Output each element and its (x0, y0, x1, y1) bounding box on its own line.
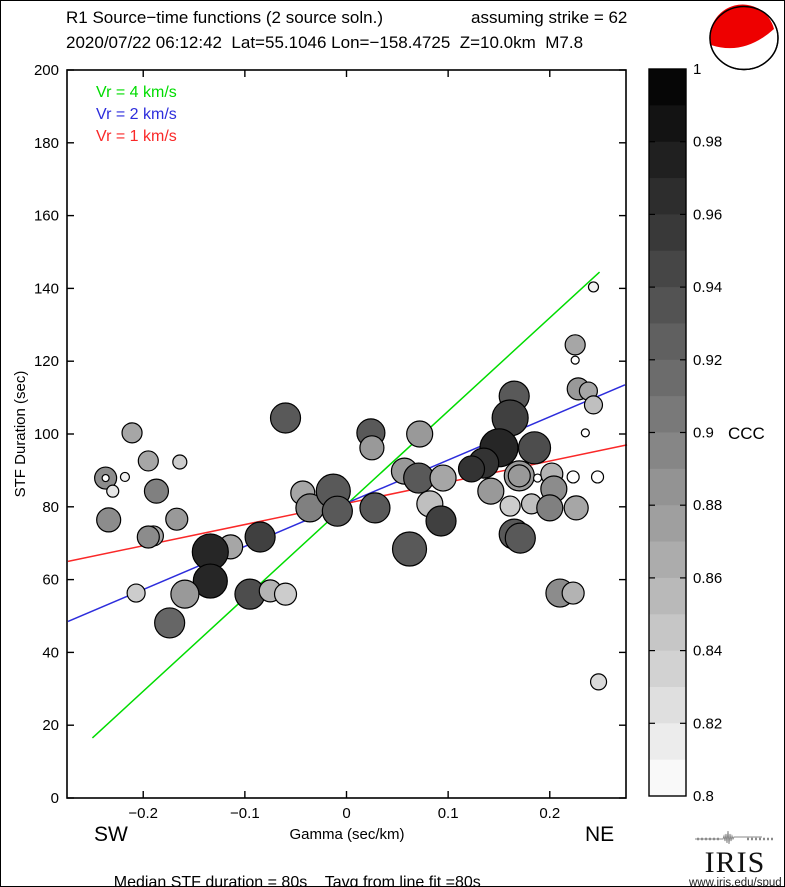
data-point (136, 525, 160, 549)
y-tick-label: 60 (42, 572, 59, 589)
data-point-ring (507, 464, 531, 488)
colorbar-tick-label: 0.8 (693, 788, 714, 805)
x-tick-label: 0 (342, 805, 350, 822)
colorbar-tick-label: 0.82 (693, 715, 722, 732)
legend-item-vr2: Vr = 2 km/s (96, 106, 177, 123)
beachball-rim (709, 5, 779, 71)
data-point (121, 422, 143, 444)
colorbar-tick-label: 0.84 (693, 643, 722, 660)
data-point (154, 607, 186, 639)
x-tick-label: 0.1 (438, 805, 459, 822)
data-point (564, 334, 586, 356)
data-point (589, 673, 608, 691)
footer-gap (307, 874, 325, 886)
y-tick-label: 140 (34, 280, 59, 297)
colorbar-tick-label: 0.92 (693, 352, 722, 369)
data-point (536, 494, 564, 522)
colorbar-tick-label: 0.86 (693, 570, 722, 587)
data-point (403, 462, 435, 494)
page-title: R1 Source−time functions (2 source soln.… (66, 8, 384, 27)
data-point (566, 470, 580, 484)
legend: Vr = 4 km/s Vr = 2 km/s Vr = 1 km/s (96, 82, 177, 148)
legend-item-vr4: Vr = 4 km/s (96, 84, 177, 101)
data-point (106, 484, 120, 498)
x-tick-label: −0.1 (230, 805, 260, 822)
data-point (570, 355, 580, 365)
y-tick-label: 160 (34, 208, 59, 225)
data-point (321, 495, 353, 527)
data-point (269, 402, 302, 434)
y-tick-label: 120 (34, 353, 59, 370)
tavg-text: Tavg from line fit =80s (324, 874, 481, 887)
colorbar: 1 0.98 0.96 0.94 0.92 0.9 0.88 0.86 0.84 0.82 0.8 (648, 61, 722, 805)
colorbar-tick-label: 0.9 (693, 425, 714, 442)
data-point (580, 428, 590, 438)
iris-wordmark: IRIS (704, 846, 766, 879)
data-point (590, 470, 605, 484)
data-point (517, 431, 552, 465)
data-point (425, 505, 457, 537)
data-point (137, 450, 159, 472)
data-point (504, 522, 536, 554)
colorbar-tick-label: 0.94 (693, 279, 722, 296)
data-point (406, 420, 434, 448)
data-point (561, 581, 585, 605)
y-axis-label: STF Duration (sec) (12, 370, 29, 498)
iris-url: www.iris.edu/spud (689, 877, 782, 887)
seismogram-icon (695, 830, 773, 845)
x-axis-end-ne: NE (585, 823, 615, 846)
data-point (587, 281, 600, 293)
colorbar-tick-label: 0.88 (693, 497, 722, 514)
data-point (499, 495, 521, 517)
colorbar-tick-label: 0.96 (693, 206, 722, 223)
x-axis-label: Gamma (sec/km) (289, 826, 405, 843)
iris-logo: IRIS www.iris.edu/spud (689, 829, 782, 887)
data-point (170, 579, 200, 609)
data-point (96, 507, 122, 533)
data-point (429, 464, 457, 492)
scatter-points (94, 281, 608, 691)
data-point (192, 563, 228, 599)
y-tick-label: 20 (42, 717, 59, 734)
median-duration-text: Median STF duration = 80s (113, 874, 308, 887)
data-point (244, 521, 276, 553)
y-tick-label: 80 (42, 499, 59, 516)
data-point (143, 478, 170, 504)
y-tick-label: 200 (34, 62, 59, 79)
strike-annotation: assuming strike = 62 (471, 8, 628, 27)
data-point (273, 582, 298, 606)
beachball-red-region (709, 4, 774, 49)
data-point (119, 471, 131, 483)
data-point (359, 435, 385, 461)
y-tick-label: 100 (34, 426, 59, 443)
data-point (391, 531, 428, 567)
data-point (563, 495, 589, 521)
data-point (165, 507, 189, 531)
data-point (126, 583, 146, 603)
data-point (359, 492, 391, 524)
y-tick-label: 0 (51, 790, 59, 807)
colorbar-tick-label: 0.98 (693, 134, 722, 151)
y-tick-label: 180 (34, 135, 59, 152)
legend-item-vr1: Vr = 1 km/s (96, 128, 177, 145)
colorbar-tick-label: 1 (693, 61, 701, 78)
x-tick-label: −0.2 (128, 805, 158, 822)
footer-note: Median STF duration = 80s Tavg from line… (96, 856, 481, 887)
data-point (477, 477, 505, 505)
data-point (457, 455, 486, 483)
x-tick-label: 0.2 (539, 805, 560, 822)
data-point (101, 473, 110, 483)
event-subtitle: 2020/07/22 06:12:42 Lat=55.1046 Lon=−158… (66, 33, 584, 52)
data-point (583, 395, 604, 415)
beachball-icon (709, 4, 779, 71)
data-point (172, 454, 188, 470)
x-axis-end-sw: SW (94, 823, 128, 846)
data-point (532, 473, 543, 483)
plot-frame: −0.2 −0.1 0 0.1 0.2 0 20 40 60 80 100 120 140 160 180 2… (34, 62, 627, 822)
colorbar-label: CCC (728, 424, 765, 443)
y-tick-label: 40 (42, 644, 59, 661)
